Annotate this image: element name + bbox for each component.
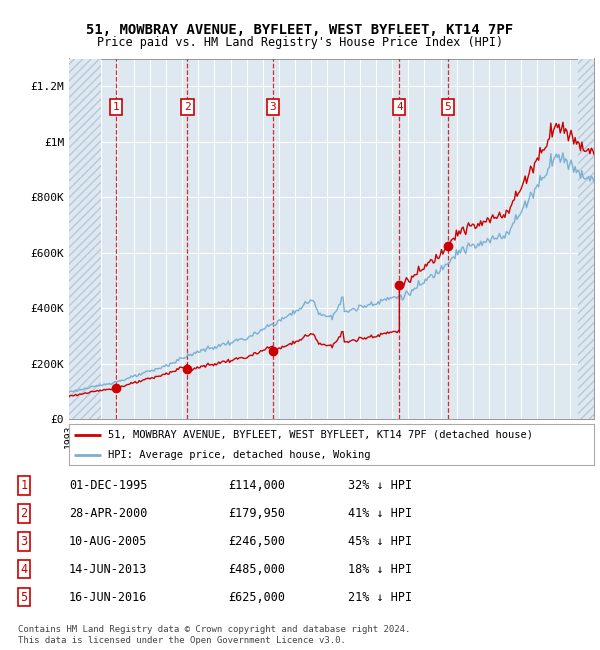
- Text: £625,000: £625,000: [228, 591, 285, 604]
- Text: 5: 5: [20, 591, 28, 604]
- Text: 3: 3: [269, 102, 276, 112]
- Text: 1: 1: [113, 102, 119, 112]
- Text: 2: 2: [20, 507, 28, 520]
- Text: 21% ↓ HPI: 21% ↓ HPI: [348, 591, 412, 604]
- Text: 14-JUN-2013: 14-JUN-2013: [69, 563, 148, 576]
- Text: 5: 5: [445, 102, 451, 112]
- Text: £246,500: £246,500: [228, 535, 285, 548]
- Text: 4: 4: [396, 102, 403, 112]
- Text: 45% ↓ HPI: 45% ↓ HPI: [348, 535, 412, 548]
- Text: 51, MOWBRAY AVENUE, BYFLEET, WEST BYFLEET, KT14 7PF (detached house): 51, MOWBRAY AVENUE, BYFLEET, WEST BYFLEE…: [109, 430, 533, 439]
- Text: 18% ↓ HPI: 18% ↓ HPI: [348, 563, 412, 576]
- Text: £485,000: £485,000: [228, 563, 285, 576]
- Text: 1: 1: [20, 479, 28, 492]
- Text: 28-APR-2000: 28-APR-2000: [69, 507, 148, 520]
- Text: HPI: Average price, detached house, Woking: HPI: Average price, detached house, Woki…: [109, 450, 371, 460]
- Text: £179,950: £179,950: [228, 507, 285, 520]
- Text: 32% ↓ HPI: 32% ↓ HPI: [348, 479, 412, 492]
- Text: 51, MOWBRAY AVENUE, BYFLEET, WEST BYFLEET, KT14 7PF: 51, MOWBRAY AVENUE, BYFLEET, WEST BYFLEE…: [86, 23, 514, 37]
- Text: 3: 3: [20, 535, 28, 548]
- Text: 16-JUN-2016: 16-JUN-2016: [69, 591, 148, 604]
- Text: 01-DEC-1995: 01-DEC-1995: [69, 479, 148, 492]
- Text: 10-AUG-2005: 10-AUG-2005: [69, 535, 148, 548]
- Text: £114,000: £114,000: [228, 479, 285, 492]
- Text: Contains HM Land Registry data © Crown copyright and database right 2024.
This d: Contains HM Land Registry data © Crown c…: [18, 625, 410, 645]
- Text: 4: 4: [20, 563, 28, 576]
- Text: 41% ↓ HPI: 41% ↓ HPI: [348, 507, 412, 520]
- Text: Price paid vs. HM Land Registry's House Price Index (HPI): Price paid vs. HM Land Registry's House …: [97, 36, 503, 49]
- Text: 2: 2: [184, 102, 191, 112]
